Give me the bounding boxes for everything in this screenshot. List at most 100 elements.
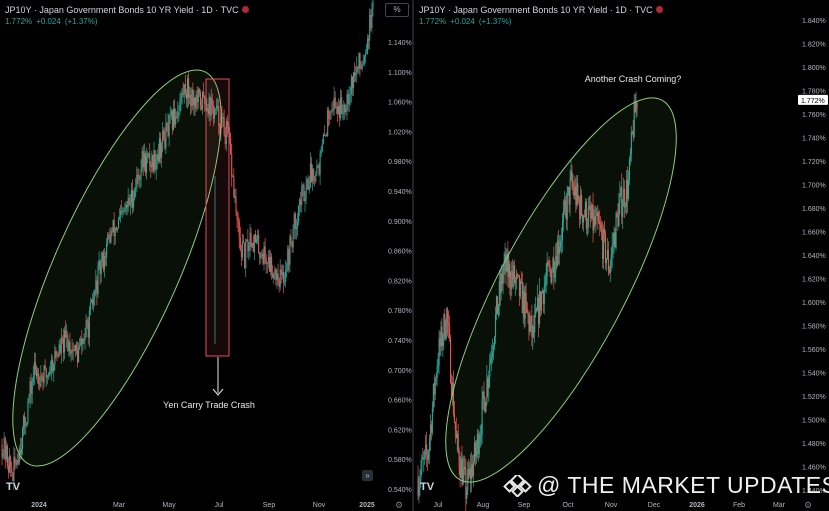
candle-body <box>54 351 56 365</box>
candle-body <box>624 188 626 208</box>
candle-body <box>331 109 333 113</box>
candle-body <box>535 308 537 315</box>
candle-body <box>463 467 465 470</box>
candle-body <box>45 368 47 378</box>
candle-body <box>223 117 225 135</box>
candle-body <box>194 98 196 108</box>
candle-body <box>332 109 334 111</box>
left-scroll-to-realtime-button[interactable]: » <box>362 470 373 481</box>
candle-body <box>243 241 245 243</box>
candle-body <box>200 105 203 110</box>
right-chart-panel[interactable]: 1.840% 1.820% 1.800% 1.780% 1.760% 1.740% 1.72… <box>385 0 829 511</box>
candle-body <box>179 100 181 112</box>
right-tradingview-logo-icon[interactable]: TV <box>420 481 435 493</box>
left-last-value: 1.772% <box>5 17 33 26</box>
candle-body <box>472 461 475 476</box>
left-chart-svg[interactable]: 0.540% 0.580% 0.620% 0.660% 0.700% 0.740% 0.78… <box>0 0 412 511</box>
candle-body <box>221 117 223 119</box>
candle-body <box>126 204 128 208</box>
candle-body <box>59 344 61 353</box>
candle-body <box>353 72 355 89</box>
candle-body <box>24 416 26 427</box>
candle-body <box>39 384 41 387</box>
candle-body <box>584 201 586 217</box>
candle-body <box>304 199 306 202</box>
candle-body <box>372 0 374 9</box>
candle-body <box>460 458 462 478</box>
candle-body <box>42 376 44 383</box>
candle-body <box>5 445 7 460</box>
right-y-tick-label: 1.720% <box>802 159 826 166</box>
candle-body <box>9 456 11 473</box>
right-y-tick-label: 1.440% <box>802 488 826 495</box>
candle-body <box>524 293 526 319</box>
right-settings-gear-icon[interactable]: ⚙ <box>803 500 813 510</box>
candle-body <box>443 314 445 339</box>
panel-divider[interactable] <box>412 0 414 511</box>
candle-body <box>504 254 506 261</box>
percent-scale-button[interactable]: % <box>385 3 409 17</box>
candle-body <box>275 269 277 280</box>
candle-body <box>475 448 477 457</box>
candle-body <box>224 134 226 145</box>
candle-body <box>442 338 444 347</box>
candle-body <box>319 153 321 175</box>
candle-body <box>152 155 154 171</box>
candle-body <box>97 265 99 295</box>
right-y-tick-label: 1.620% <box>802 277 826 284</box>
candle-body <box>107 235 109 244</box>
left-settings-gear-icon[interactable]: ⚙ <box>394 500 404 510</box>
candle-body <box>473 442 476 462</box>
candle-body <box>287 248 289 271</box>
candle-body <box>238 221 240 238</box>
candle-body <box>370 14 372 28</box>
candle-body <box>538 291 541 324</box>
candle-body <box>259 252 261 258</box>
candle-body <box>446 309 448 334</box>
candle-body <box>421 457 423 470</box>
candle-body <box>23 416 25 429</box>
candle-body <box>262 253 264 264</box>
candle-body <box>231 153 233 178</box>
right-chart-svg[interactable]: 1.840% 1.820% 1.800% 1.780% 1.760% 1.740% 1.72… <box>414 0 829 511</box>
candle-body <box>440 326 442 347</box>
candle-body <box>21 428 24 450</box>
candle-body <box>310 163 313 182</box>
candle-body <box>112 219 114 232</box>
candle-body <box>480 434 482 436</box>
candle-body <box>534 314 536 333</box>
candle-body <box>142 151 144 168</box>
candle-body <box>511 271 513 289</box>
candle-body <box>227 127 230 133</box>
candle-body <box>438 338 440 366</box>
candle-body <box>471 464 473 480</box>
left-tradingview-logo-icon[interactable]: TV <box>6 481 21 493</box>
candle-body <box>326 135 328 137</box>
candle-body <box>486 378 488 403</box>
candle-body <box>315 173 317 182</box>
left-title-text: JP10Y · Japan Government Bonds 10 YR Yie… <box>5 5 239 15</box>
candle-body <box>27 401 29 423</box>
candle-body <box>175 116 177 125</box>
candle-body <box>472 464 474 476</box>
candle-body <box>82 339 84 345</box>
candle-body <box>12 472 14 482</box>
candle-body <box>303 184 305 202</box>
candle-body <box>433 383 435 395</box>
candle-body <box>165 123 167 148</box>
candle-body <box>185 93 187 100</box>
candle-body <box>531 315 533 338</box>
candle-body <box>20 449 23 455</box>
candle-body <box>461 458 463 485</box>
left-chart-panel[interactable]: 0.540% 0.580% 0.620% 0.660% 0.700% 0.740% 0.78… <box>0 0 412 511</box>
candle-body <box>594 216 596 225</box>
candle-body <box>571 171 573 185</box>
candle-body <box>574 186 576 196</box>
candle-body <box>565 205 567 220</box>
candle-body <box>448 323 450 327</box>
candle-body <box>226 121 228 128</box>
candle-body <box>122 210 124 212</box>
candle-body <box>301 186 303 205</box>
candle-body <box>560 241 562 248</box>
candle-body <box>305 187 307 200</box>
